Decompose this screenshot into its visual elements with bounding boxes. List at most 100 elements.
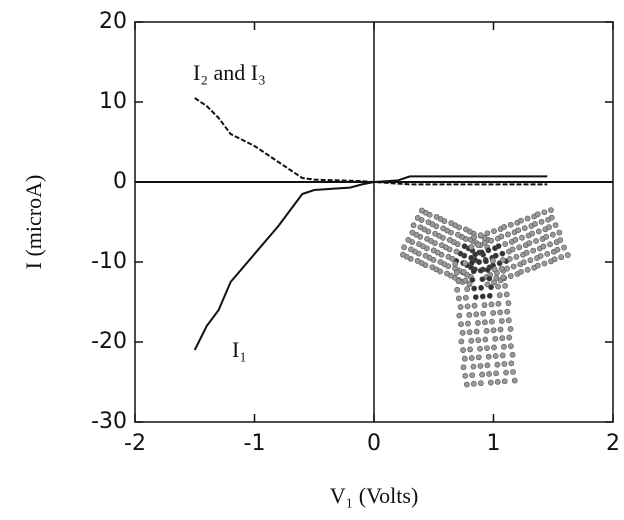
molecule-atom xyxy=(516,244,523,251)
molecule-atom xyxy=(505,300,512,307)
molecule-atom xyxy=(418,207,425,214)
molecule-atom xyxy=(538,218,545,225)
molecule-atom xyxy=(564,252,571,258)
x-tick-label: 1 xyxy=(487,431,501,456)
molecule-atom xyxy=(460,347,466,353)
molecule-atom xyxy=(469,372,476,379)
molecule-atom xyxy=(513,253,520,260)
molecule-atom xyxy=(460,364,467,371)
molecule-atom xyxy=(523,249,530,256)
molecule-atom xyxy=(486,292,493,299)
molecule-atom xyxy=(466,329,473,336)
molecule-atom xyxy=(534,211,541,218)
y-tick-label: 20 xyxy=(99,9,127,34)
y-tick-label: 0 xyxy=(113,169,127,194)
molecule-atom xyxy=(470,380,477,387)
molecule-atom xyxy=(400,251,406,258)
x-tick-label: 0 xyxy=(367,431,381,456)
molecule-atom xyxy=(422,252,429,259)
molecule-atom xyxy=(416,241,422,248)
molecule-atom xyxy=(524,266,531,273)
molecule-atom xyxy=(496,292,503,299)
molecule-atom xyxy=(544,250,551,257)
molecule-atom xyxy=(456,312,463,319)
molecule-atom xyxy=(458,338,465,345)
molecule-atom xyxy=(551,256,558,263)
molecule-atom xyxy=(470,363,477,370)
molecule-atom xyxy=(471,285,478,292)
molecule-atom xyxy=(501,361,508,367)
annotation: I₁ xyxy=(232,337,247,362)
molecule-atom xyxy=(466,312,473,318)
molecule-atom xyxy=(468,244,475,250)
molecule-atom xyxy=(473,311,480,318)
molecule-atom xyxy=(484,345,490,351)
molecule-atom xyxy=(463,381,470,388)
molecule-atom xyxy=(414,258,421,264)
molecule-atom xyxy=(448,220,455,227)
molecule-atom xyxy=(472,294,479,300)
molecule-atom xyxy=(477,267,484,274)
molecule-atom xyxy=(508,360,515,367)
molecule-atom xyxy=(492,353,499,359)
molecule-atom xyxy=(527,257,534,264)
molecule-atom xyxy=(488,237,495,244)
molecule-atom xyxy=(479,293,486,300)
molecule-atom xyxy=(499,250,506,257)
molecule-atom xyxy=(478,284,484,291)
molecule-atom xyxy=(499,335,506,342)
molecule-atom xyxy=(541,209,548,216)
molecule-atom xyxy=(510,263,517,270)
molecule-atom xyxy=(547,241,553,248)
molecule-atom xyxy=(498,265,505,272)
molecule-atom xyxy=(432,230,439,237)
molecule-atom xyxy=(488,284,494,291)
molecule-atom xyxy=(533,238,539,244)
molecule-atom xyxy=(557,237,564,243)
molecule-atom xyxy=(471,234,478,241)
molecule-atom xyxy=(438,242,445,249)
molecule-inset xyxy=(400,207,571,388)
molecule-atom xyxy=(490,257,496,264)
molecule-atom xyxy=(479,371,486,378)
molecule-atom xyxy=(521,225,528,232)
molecule-atom xyxy=(510,369,516,375)
molecule-atom xyxy=(425,219,432,225)
molecule-atom xyxy=(487,379,494,386)
molecule-atom xyxy=(486,371,492,377)
molecule-atom xyxy=(429,264,436,271)
molecule-atom xyxy=(477,345,483,352)
molecule-atom xyxy=(495,283,501,290)
molecule-atom xyxy=(508,343,514,350)
molecule-atom xyxy=(519,234,525,241)
molecule-atom xyxy=(549,231,556,238)
molecule-atom xyxy=(464,286,471,293)
molecule-atom xyxy=(512,236,519,243)
molecule-atom xyxy=(515,227,522,234)
molecule-atom xyxy=(503,291,510,298)
molecule-atom xyxy=(548,207,554,214)
molecule-atom xyxy=(433,213,440,220)
molecule-atom xyxy=(506,334,513,341)
molecule-atom xyxy=(558,254,565,261)
annotation: I₂ and I₃ xyxy=(193,60,266,85)
molecule-atom xyxy=(455,231,461,238)
y-tick-label: -20 xyxy=(91,329,127,354)
molecule-atom xyxy=(535,228,542,235)
molecule-atom xyxy=(507,273,514,279)
molecule-atom xyxy=(505,231,511,238)
molecule-atom xyxy=(467,346,473,353)
molecule-atom xyxy=(430,247,437,254)
molecule-atom xyxy=(410,222,417,229)
molecule-atom xyxy=(469,259,475,266)
molecule-atom xyxy=(483,258,489,265)
molecule-atom xyxy=(492,335,499,342)
molecule-atom xyxy=(488,318,495,325)
molecule-atom xyxy=(494,378,501,385)
molecule-atom xyxy=(463,226,469,233)
molecule-atom xyxy=(440,225,447,232)
molecule-atom xyxy=(462,372,469,379)
molecule-atom xyxy=(504,265,510,272)
